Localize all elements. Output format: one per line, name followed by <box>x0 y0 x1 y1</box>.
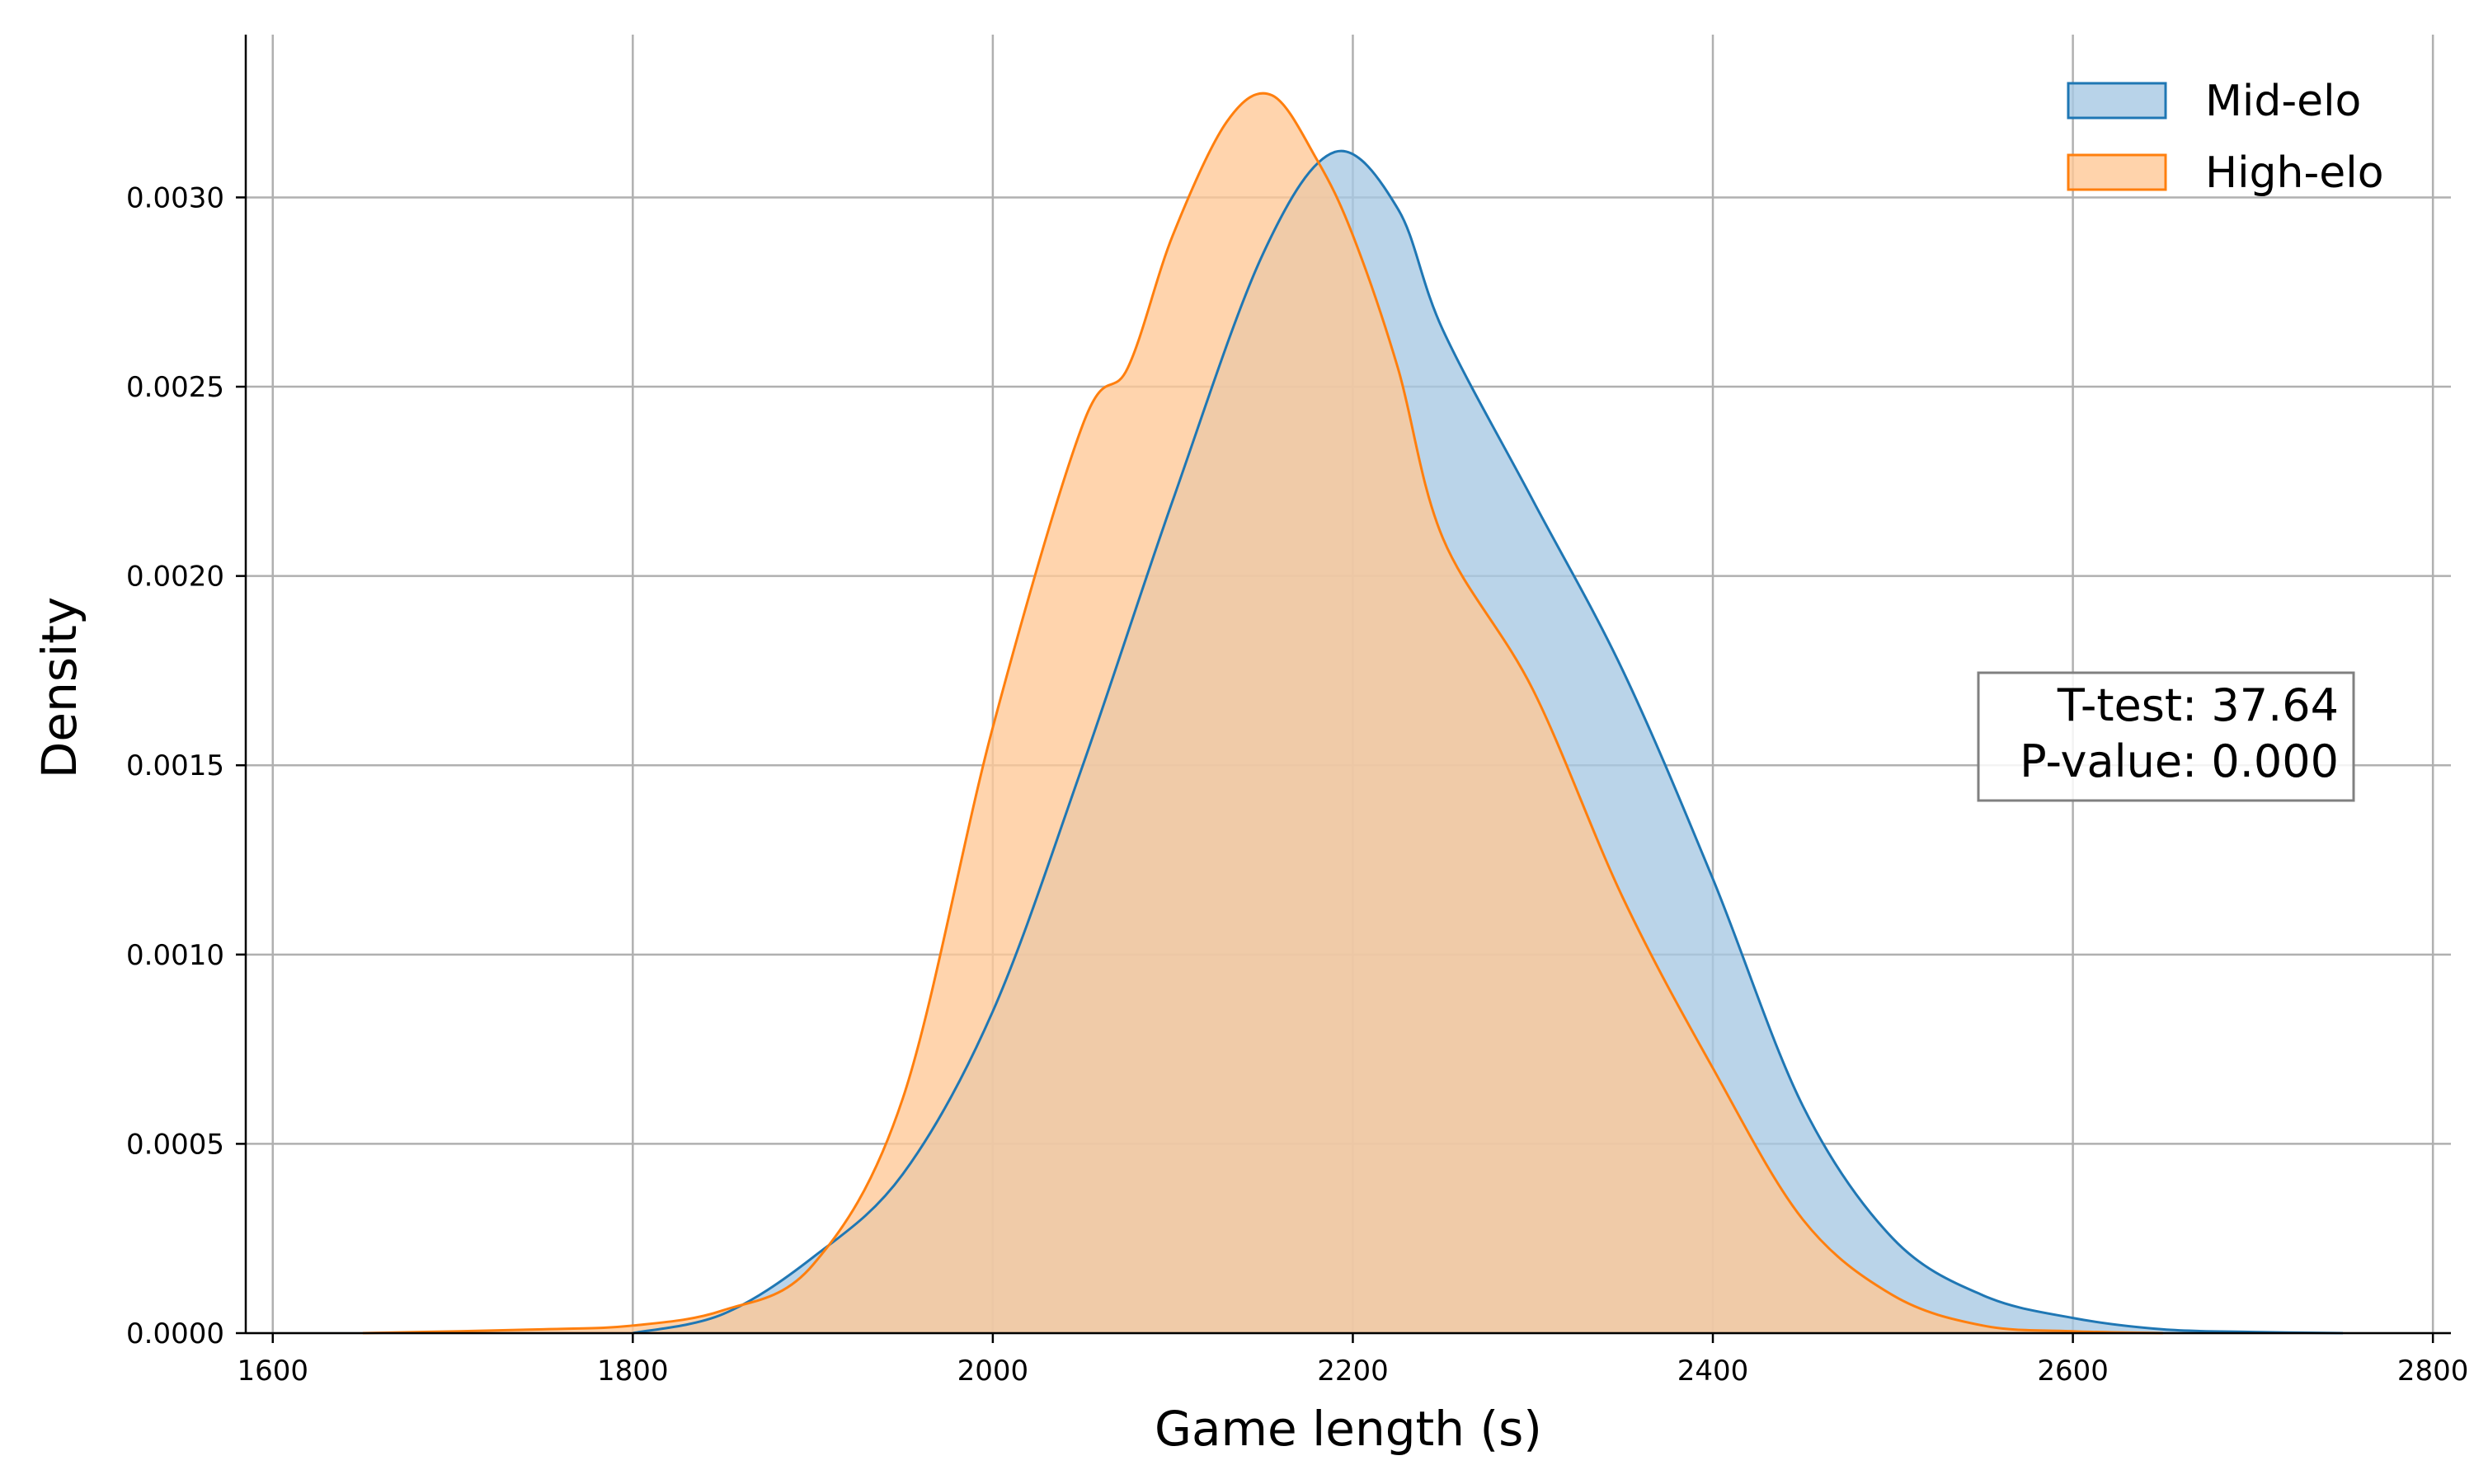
y-axis-label: Density <box>31 597 87 779</box>
density-fill-high-elo <box>362 93 2163 1333</box>
legend-label-high-elo: High-elo <box>2205 148 2384 198</box>
x-ticks: 1600 1800 2000 2200 2400 2600 2800 <box>237 1333 2468 1388</box>
y-tick-label: 0.0030 <box>126 181 224 214</box>
stats-annotation-box <box>1977 671 2355 802</box>
density-line-mid-elo <box>633 149 2344 1335</box>
x-axis-label: Game length (s) <box>1155 1401 1542 1457</box>
x-tick-label: 2600 <box>2037 1355 2109 1388</box>
y-tick-label: 0.0000 <box>126 1317 224 1350</box>
x-tick-label: 1600 <box>237 1355 308 1388</box>
legend-swatch-high-elo <box>2067 153 2167 191</box>
density-areas <box>362 92 2344 1335</box>
y-tick-label: 0.0015 <box>126 749 224 782</box>
p-value-text: P-value: 0.000 <box>2020 735 2339 787</box>
axes <box>244 35 2451 1335</box>
stats-annotation: T-test: 37.64 P-value: 0.000 <box>1977 671 2355 802</box>
legend-swatch-mid-elo <box>2067 82 2167 120</box>
x-tick-label: 2200 <box>1317 1355 1389 1388</box>
y-tick-label: 0.0010 <box>126 939 224 972</box>
x-tick-label: 1800 <box>597 1355 669 1388</box>
y-tick-label: 0.0025 <box>126 371 224 404</box>
t-test-text: T-test: 37.64 <box>2057 679 2339 731</box>
y-ticks: 0.0000 0.0005 0.0010 0.0015 0.0020 0.0025 0.00… <box>126 181 246 1350</box>
density-line-high-elo <box>362 92 2163 1335</box>
x-tick-label: 2400 <box>1677 1355 1749 1388</box>
legend: Mid-elo High-elo <box>2067 77 2384 198</box>
y-tick-label: 0.0020 <box>126 561 224 594</box>
x-tick-label: 2800 <box>2397 1355 2469 1388</box>
legend-label-mid-elo: Mid-elo <box>2205 77 2361 126</box>
x-tick-label: 2000 <box>957 1355 1029 1388</box>
y-tick-label: 0.0005 <box>126 1128 224 1161</box>
